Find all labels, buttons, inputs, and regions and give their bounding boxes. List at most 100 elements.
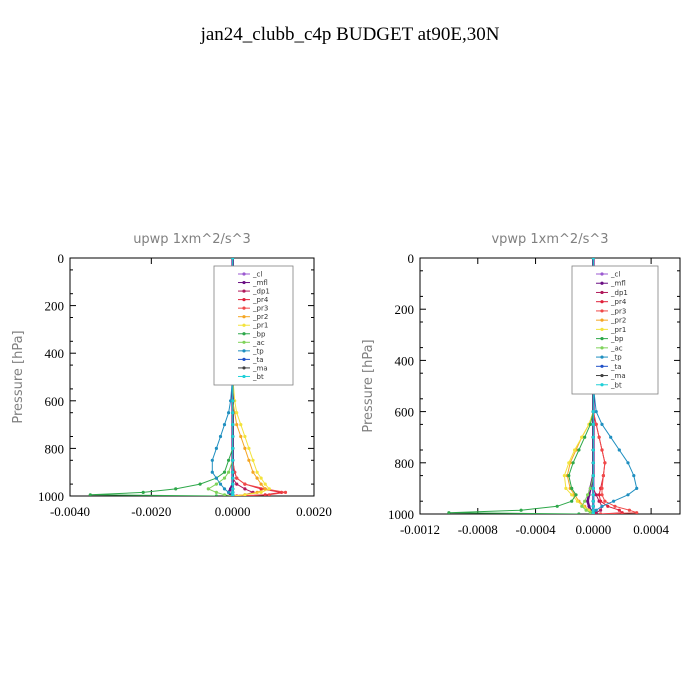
- series-point_pr1: [263, 482, 267, 486]
- legend-label: _cl: [610, 271, 620, 279]
- series-point_bt: [591, 474, 595, 478]
- series-point_pr3: [283, 490, 288, 494]
- series-point_ac: [588, 511, 592, 514]
- series-point_bp: [577, 512, 581, 514]
- legend-label: _tp: [252, 347, 264, 355]
- series-point_bp: [588, 422, 593, 426]
- series-point_pr3: [627, 508, 632, 512]
- series-point_bt: [231, 470, 235, 474]
- x-tick-label: -0.0004: [516, 522, 557, 537]
- legend-marker: [600, 355, 604, 359]
- y-tick-label: 800: [395, 456, 415, 471]
- legend-label: _cl: [252, 271, 262, 279]
- series-point_pr4: [599, 499, 603, 503]
- legend-label: _pr1: [252, 322, 268, 330]
- y-tick-label: 0: [408, 251, 415, 266]
- series-point_tp: [218, 482, 223, 486]
- series-point_tp: [626, 461, 630, 465]
- legend-marker: [242, 306, 246, 310]
- series-point_pr1: [562, 474, 567, 478]
- legend-marker: [242, 374, 246, 379]
- x-tick-label: 0.0000: [575, 522, 611, 537]
- legend-marker: [600, 373, 604, 378]
- series-point_bt: [591, 422, 595, 426]
- series-point_bt: [231, 494, 235, 496]
- series-point_ac: [588, 486, 593, 490]
- series-point_tp: [617, 448, 621, 452]
- series-point_tp: [222, 423, 227, 427]
- series-point_dp1: [243, 487, 247, 491]
- y-tick-label: 0: [58, 251, 65, 266]
- legend-marker: [242, 366, 246, 370]
- series-point_pr1: [570, 493, 574, 497]
- y-tick-label: 600: [45, 394, 65, 409]
- legend-label: _pr1: [610, 326, 626, 334]
- legend-marker: [242, 357, 246, 361]
- series-point_pr4: [606, 504, 610, 508]
- series-point_pr2: [251, 470, 255, 474]
- legend-label: _pr4: [252, 296, 269, 304]
- x-tick-label: -0.0008: [458, 522, 498, 537]
- legend-label: _tp: [610, 354, 622, 362]
- series-point_pr3: [600, 448, 604, 452]
- y-tick-label: 800: [45, 441, 65, 456]
- series-point_bp: [227, 458, 231, 462]
- y-axis-label: Pressure [hPa]: [361, 339, 376, 432]
- series-point_pr1: [243, 493, 247, 496]
- series-point_pr4: [597, 493, 601, 497]
- vpwp-panel: vpwp 1xm^2/s^3 Pressure [hPa] 0 200 400 600 80…: [361, 232, 681, 537]
- legend-label: _pr3: [252, 305, 268, 313]
- legend-label: _ta: [252, 356, 264, 364]
- series-point_pr3: [613, 504, 617, 508]
- y-axis-label: Pressure [hPa]: [11, 330, 26, 423]
- series-point_pr3: [243, 482, 247, 486]
- legend-marker: [600, 272, 604, 276]
- series-point_pr2: [243, 446, 247, 450]
- series-point_bt: [231, 476, 235, 480]
- series-point_tp: [222, 487, 227, 491]
- legend-label: _ac: [252, 339, 265, 347]
- legend-marker: [600, 290, 604, 295]
- series-point_dp1: [594, 511, 598, 514]
- series-point_bp: [583, 435, 587, 439]
- series-point_tp: [214, 446, 218, 450]
- series-point_ac: [206, 487, 210, 491]
- x-tick-label: -0.0040: [50, 504, 90, 519]
- series-point_pr1: [247, 446, 251, 450]
- legend-marker: [600, 383, 604, 387]
- legend-label: _pr4: [610, 298, 627, 306]
- series-point_ac: [222, 476, 227, 480]
- series-point_ac: [227, 470, 231, 474]
- series-point_bt: [231, 490, 235, 494]
- series-point_bp: [447, 511, 451, 514]
- series-point_bt: [591, 461, 595, 465]
- series-point_pr1: [255, 470, 259, 474]
- legend-marker: [600, 337, 604, 341]
- y-tick-label: 200: [45, 299, 65, 314]
- series-point_pr1: [259, 476, 263, 480]
- series-point_pr1: [580, 435, 584, 439]
- series-point_tp: [609, 435, 613, 439]
- series-point_pr2: [255, 476, 259, 480]
- series-point_dp1: [594, 493, 598, 497]
- series-point_bt: [591, 499, 595, 503]
- series-point_tp: [600, 422, 604, 426]
- series-point_tp: [210, 458, 214, 462]
- series-point_bt: [231, 458, 235, 462]
- series-point_dp1: [235, 482, 239, 486]
- series-point_bt: [231, 258, 235, 260]
- legend-label: _bp: [610, 335, 624, 343]
- series-point_pr1: [267, 487, 271, 491]
- legend-label: _bp: [252, 330, 266, 338]
- legend-marker: [242, 298, 246, 302]
- legend-label: _bt: [610, 381, 622, 389]
- upwp-panel: upwp 1xm^2/s^3 Pressure [hPa] 0 200 400 600 80…: [11, 232, 332, 519]
- series-point_tp: [635, 486, 639, 490]
- legend-label: _mfl: [252, 279, 268, 287]
- y-tick-label: 400: [45, 346, 65, 361]
- series-point_bt: [231, 423, 235, 427]
- y-tick-label: 1000: [388, 507, 414, 522]
- series-point_bp: [570, 486, 574, 490]
- series-point_bp: [577, 448, 581, 452]
- legend-marker: [242, 349, 246, 353]
